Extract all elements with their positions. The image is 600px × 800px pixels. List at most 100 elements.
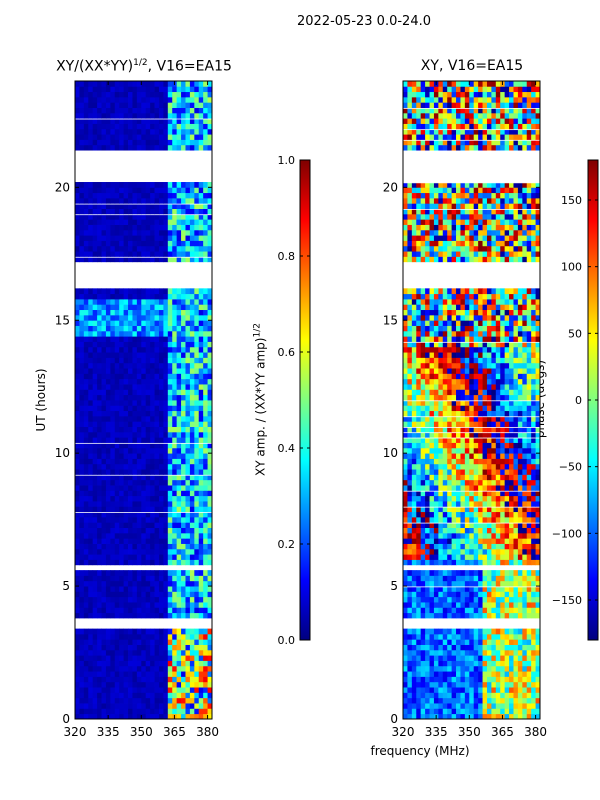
p1-cell [128,330,133,337]
p2-cell [522,580,528,587]
p1-cell [105,463,111,470]
p2-cell [513,479,519,486]
p1-cell [172,139,178,146]
p1-cell [198,187,204,194]
p1-cell [123,501,129,507]
p2-cell [460,415,466,422]
p1-cell [123,453,129,459]
p2-cell [491,639,497,645]
p2-cell [411,607,417,614]
p1-cell [128,485,133,491]
p1-cell [110,490,116,497]
p1-cell [203,357,208,364]
p2-cell [482,490,488,497]
p1-cell [88,415,94,422]
p1-cell [128,447,133,454]
p1-cell [145,123,151,130]
p2-cell [460,697,466,704]
p1-cell [172,405,178,412]
p1-cell [105,357,111,364]
p1-cell [203,676,208,683]
p1-cell [163,187,169,194]
p2-cell [513,458,519,465]
p1-cell [114,665,120,672]
p1-cell [189,639,195,645]
p2-cell [504,644,510,651]
p1-cell [141,373,147,380]
p1-cell [97,139,102,146]
p1-cell [110,203,116,209]
p1-cell [158,447,164,454]
p2-cell [438,639,444,645]
p2-cell [526,570,532,576]
p2-cell [403,501,408,507]
p1-cell [110,708,116,715]
p1-cell [97,591,102,598]
p1-cell [198,107,204,114]
p2-cell [473,586,479,592]
p1-cell [88,219,94,225]
p1-cell [97,357,102,364]
p1-cell [132,102,138,108]
p2-cell [473,506,479,513]
p2-cell [425,495,430,502]
p2-cell [522,586,528,592]
p2-cell [420,708,426,715]
p2-cell [517,665,523,672]
p2-cell [482,469,488,475]
p1-cell [105,224,111,231]
p2-cell [451,703,457,709]
p2-cell [522,442,528,449]
p1-cell [141,298,147,305]
p1-cell [114,639,120,645]
p2-cell [513,660,519,667]
p1-cell [110,633,116,640]
p2-cell [513,463,519,470]
p1-cell [176,447,182,454]
p1-cell [132,118,138,124]
p1-cell [203,341,208,348]
p2-cell [403,506,408,513]
p1-cell [194,671,200,677]
p1-cell [176,559,182,566]
p1-cell [132,522,138,528]
p1-cell [88,676,94,683]
p1-cell [158,628,164,635]
p1-cell [207,309,213,316]
p1-cell [123,644,129,651]
p1-cell [176,368,182,374]
p1-cell [123,703,129,709]
p1-cell [83,378,89,385]
p2-cell [478,554,483,560]
p2-cell [517,495,523,502]
p2-cell [513,474,519,481]
p1-cell [185,431,191,438]
p1-cell [198,320,204,326]
p2-cell [456,431,461,438]
p1-cell [88,314,94,321]
p1-cell [101,479,107,486]
p1-cell [194,197,200,204]
p2-cell [460,501,466,507]
p1-cell [176,208,182,215]
p1-cell [79,431,85,438]
p1-cell [207,703,213,709]
p1-cell [150,405,155,412]
p1-cell [150,357,155,364]
p1-cell [176,213,182,220]
p1-cell [123,602,129,608]
p1-cell [136,314,142,321]
p1-cell [194,586,200,592]
p2-cell [504,596,510,603]
p1-cell [176,219,182,225]
p2-cell [451,633,457,640]
p1-cell [185,197,191,204]
p2-cell [495,708,501,715]
p2-cell [407,501,413,507]
p1-cell [128,256,133,263]
p1-cell [185,644,191,651]
p2-cell [504,612,510,619]
p1-cell [92,713,98,720]
p1-cell [123,102,129,108]
p1-cell [194,394,200,401]
